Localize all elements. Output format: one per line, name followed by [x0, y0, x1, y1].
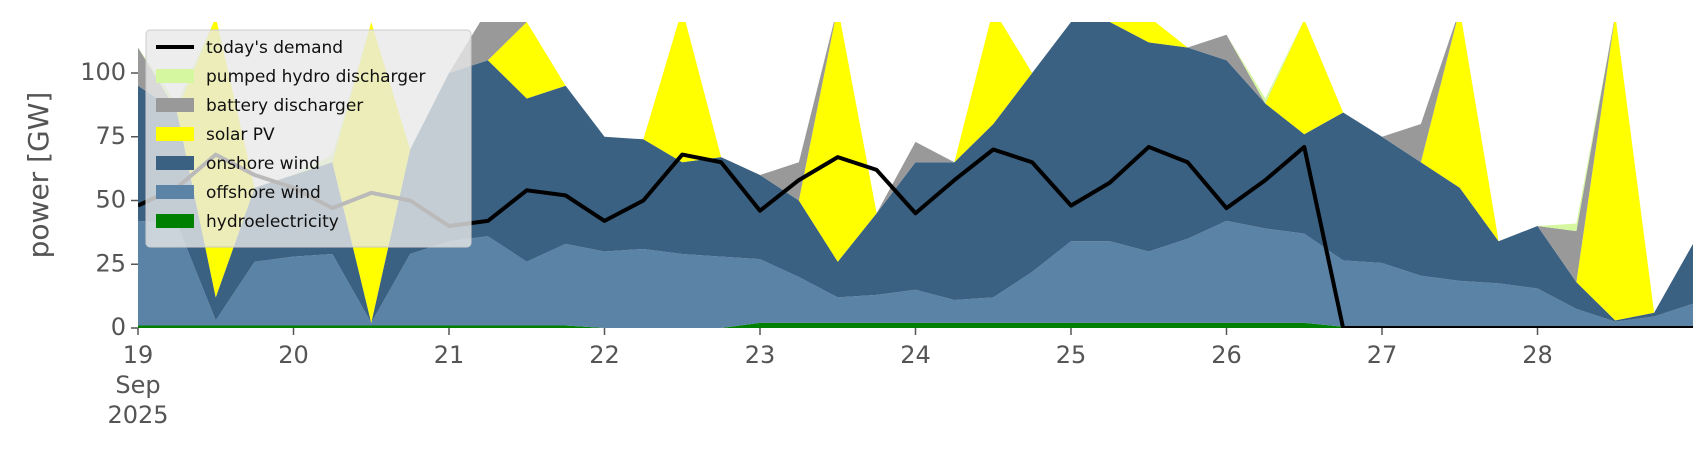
legend-label: pumped hydro discharger	[206, 67, 425, 87]
legend-box	[145, 29, 472, 248]
legend-label: solar PV	[206, 125, 275, 145]
x-tick-label: 24	[900, 341, 931, 369]
x-tick-label: 20	[278, 341, 309, 369]
x-tick-label: 22	[589, 341, 620, 369]
area	[138, 322, 1693, 328]
legend: today's demand pumped hydro discharger bat…	[145, 29, 472, 248]
legend-swatch	[156, 69, 194, 83]
y-tick-label: 100	[80, 58, 126, 86]
x-tick-label: 25	[1055, 341, 1087, 369]
x-tick-label: 27	[1366, 341, 1398, 369]
legend-swatch	[156, 156, 194, 170]
area	[138, 22, 1693, 323]
y-axis-label: power [GW]	[22, 92, 55, 259]
legend-swatch	[156, 214, 194, 228]
y-tick-label: 75	[95, 122, 126, 150]
y-tick-label: 50	[95, 186, 126, 214]
x-tick-label: 28	[1522, 341, 1553, 369]
plot-area	[138, 22, 1693, 328]
x-tick-label: 19 Sep 2025	[107, 341, 169, 429]
legend-label: today's demand	[206, 38, 343, 58]
legend-label: offshore wind	[206, 183, 321, 203]
legend-label: hydroelectricity	[206, 212, 339, 232]
area	[138, 22, 1693, 323]
x-tick-label: 21	[433, 341, 465, 369]
x-tick-label: 23	[744, 341, 776, 369]
legend-swatch	[156, 98, 194, 112]
legend-label: battery discharger	[206, 96, 363, 116]
legend-label: onshore wind	[206, 154, 320, 174]
legend-swatch	[156, 127, 194, 141]
y-tick-label: 0	[111, 313, 126, 341]
x-tick-label: 26	[1211, 341, 1242, 369]
legend-swatch	[156, 185, 194, 199]
y-tick-label: 25	[95, 249, 126, 277]
area	[138, 220, 1693, 328]
